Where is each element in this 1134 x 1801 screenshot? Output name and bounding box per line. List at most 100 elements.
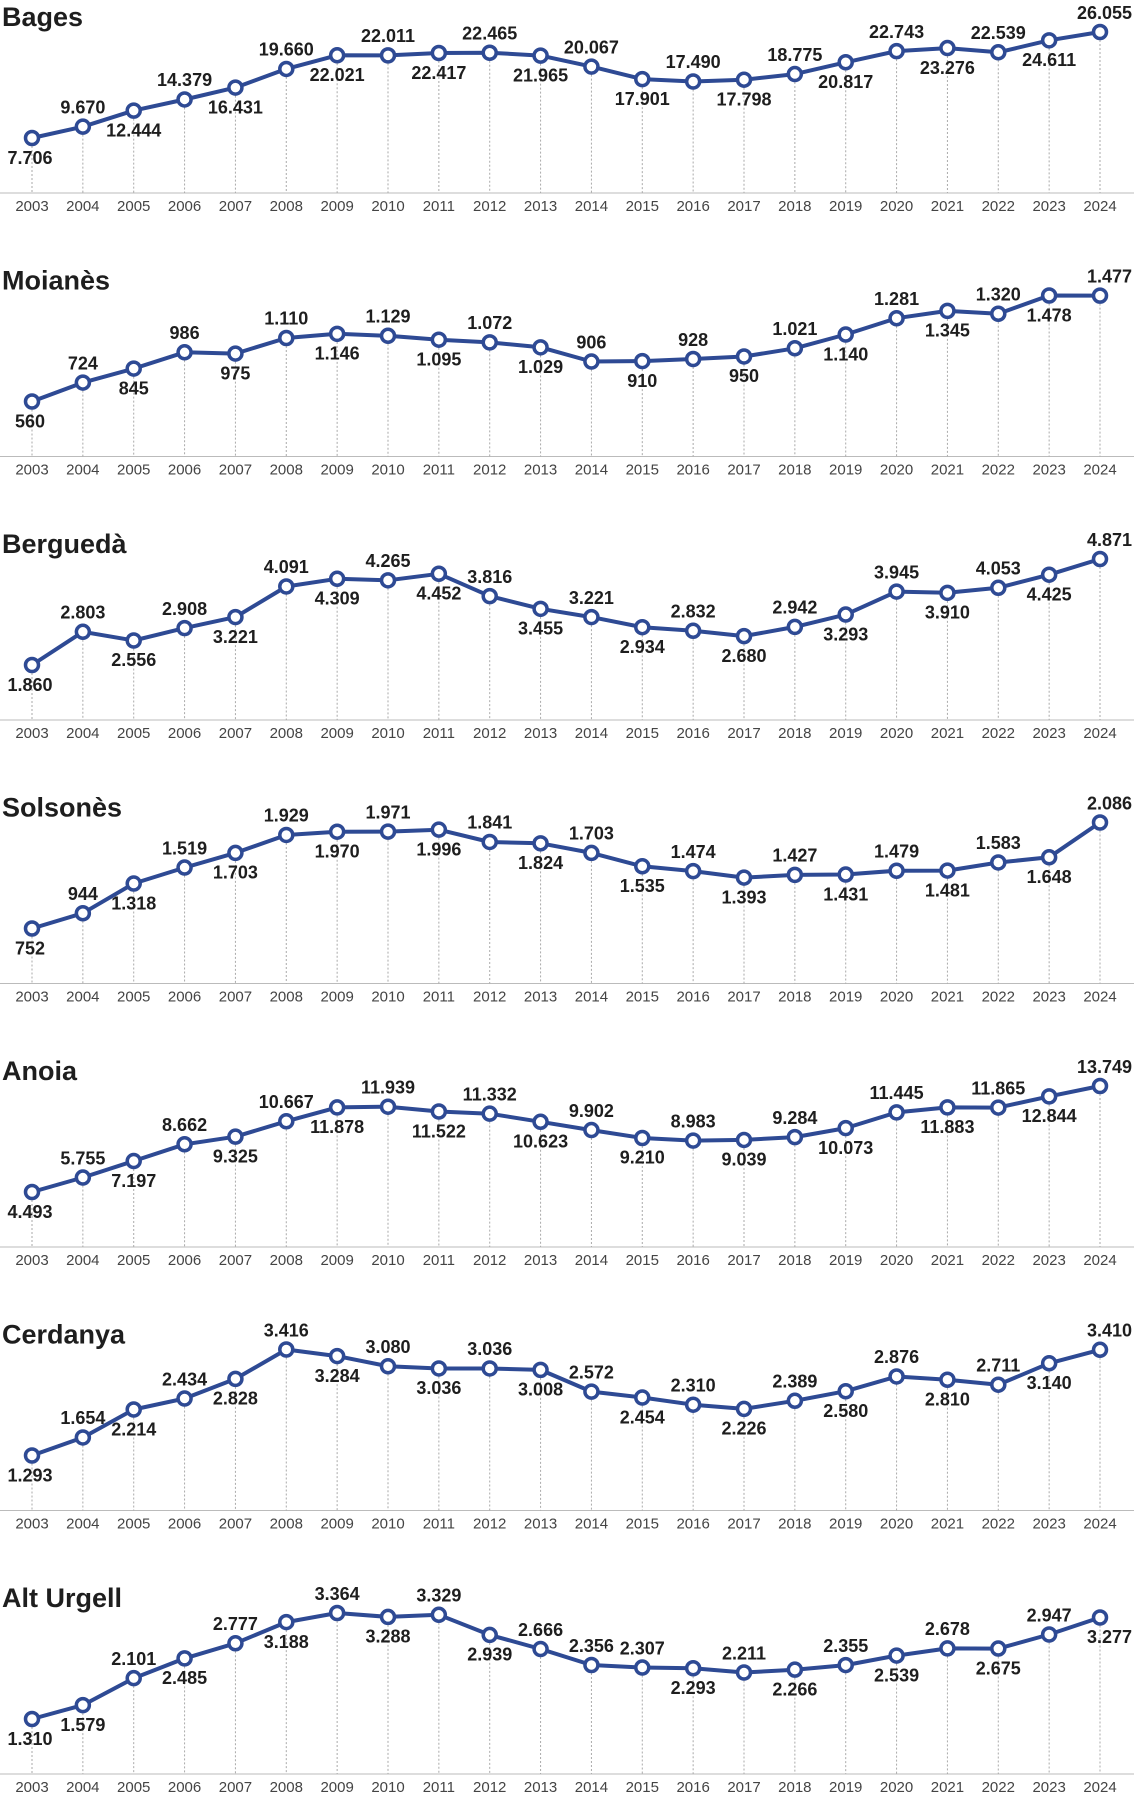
- data-point: [23, 1447, 41, 1464]
- value-label: 1.535: [620, 876, 665, 896]
- year-label: 2009: [320, 988, 353, 1005]
- data-point: [23, 393, 41, 410]
- value-label: 906: [576, 332, 606, 352]
- value-label: 2.803: [60, 603, 105, 623]
- year-label: 2014: [575, 725, 608, 742]
- data-point: [278, 1613, 295, 1631]
- year-label: 2004: [66, 1515, 99, 1532]
- value-label: 4.425: [1027, 584, 1072, 604]
- value-label: 2.454: [620, 1407, 665, 1427]
- chart-title: Bages: [2, 2, 83, 32]
- year-label: 2018: [778, 198, 811, 215]
- value-label: 1.481: [925, 880, 970, 900]
- data-point: [227, 844, 244, 862]
- data-point: [176, 619, 193, 637]
- year-label: 2013: [524, 461, 557, 478]
- year-label: 2015: [626, 1515, 659, 1532]
- data-point: [634, 352, 651, 370]
- year-label: 2003: [15, 1779, 48, 1796]
- year-label: 2020: [880, 1252, 913, 1269]
- value-label: 8.983: [671, 1111, 716, 1131]
- data-point: [837, 1656, 854, 1674]
- year-label: 2003: [15, 988, 48, 1005]
- value-label: 4.053: [976, 559, 1021, 579]
- value-label: 3.293: [823, 624, 868, 644]
- value-label: 3.329: [416, 1586, 461, 1606]
- data-point: [328, 1347, 346, 1365]
- data-point: [837, 606, 854, 623]
- value-label: 20.067: [564, 37, 619, 57]
- year-label: 2019: [829, 1252, 862, 1269]
- value-label: 1.072: [467, 313, 512, 333]
- year-label: 2003: [15, 1515, 48, 1532]
- value-label: 11.522: [412, 1121, 466, 1141]
- data-point: [1040, 1088, 1058, 1105]
- value-label: 2.711: [976, 1355, 1020, 1375]
- year-label: 2014: [575, 1515, 608, 1532]
- data-point: [532, 339, 549, 356]
- data-point: [430, 565, 448, 583]
- value-label: 1.579: [60, 1715, 105, 1735]
- year-label: 2009: [320, 461, 353, 478]
- data-point: [328, 823, 346, 840]
- data-point: [227, 79, 244, 96]
- data-point: [1040, 32, 1058, 49]
- value-label: 1.474: [671, 842, 716, 862]
- year-label: 2005: [117, 461, 150, 478]
- year-label: 2005: [117, 198, 150, 215]
- year-label: 2006: [168, 1515, 201, 1532]
- year-label: 2003: [15, 1252, 48, 1269]
- data-point: [786, 340, 804, 357]
- series-line: [31, 293, 1101, 404]
- data-point: [990, 579, 1007, 597]
- value-label: 2.908: [162, 599, 207, 619]
- year-label: 2012: [473, 1779, 506, 1796]
- value-label: 17.901: [615, 89, 670, 109]
- year-label: 2022: [982, 1779, 1015, 1796]
- value-label: 1.841: [467, 813, 512, 833]
- value-label: 10.073: [818, 1138, 873, 1158]
- data-point: [684, 73, 702, 90]
- data-point: [23, 1183, 41, 1201]
- data-point: [990, 44, 1007, 61]
- value-label: 9.039: [721, 1150, 766, 1170]
- data-point: [227, 1370, 244, 1388]
- data-point: [888, 1104, 905, 1121]
- data-point: [481, 334, 498, 351]
- series-line: [31, 1347, 1101, 1458]
- chart-title: Anoia: [2, 1056, 78, 1086]
- data-point: [379, 1358, 397, 1375]
- value-label: 3.416: [264, 1320, 309, 1340]
- value-label: 944: [68, 884, 98, 904]
- value-label: 11.878: [310, 1117, 364, 1137]
- year-label: 2005: [117, 725, 150, 742]
- value-label: 3.455: [518, 619, 563, 639]
- value-label: 1.129: [365, 307, 410, 327]
- data-point: [1091, 814, 1109, 831]
- data-point: [74, 1169, 92, 1186]
- value-label: 20.817: [818, 72, 873, 92]
- value-label: 7.706: [7, 148, 52, 168]
- data-point: [379, 1608, 397, 1626]
- year-label: 2021: [931, 725, 964, 742]
- value-label: 11.939: [361, 1077, 415, 1097]
- year-label: 2005: [117, 1779, 150, 1796]
- year-label: 2009: [320, 725, 353, 742]
- data-point: [684, 350, 702, 368]
- chart-title: Solsonès: [2, 793, 122, 823]
- value-label: 22.539: [971, 23, 1026, 43]
- year-label: 2020: [880, 461, 913, 478]
- value-label: 24.611: [1022, 50, 1076, 70]
- value-label: 2.211: [722, 1643, 766, 1663]
- data-point: [74, 118, 92, 135]
- data-point: [227, 1635, 244, 1652]
- value-label: 2.485: [162, 1668, 207, 1688]
- year-label: 2008: [270, 198, 303, 215]
- value-label: 9.325: [213, 1146, 258, 1166]
- value-label: 2.828: [213, 1389, 258, 1409]
- value-label: 12.444: [106, 120, 161, 140]
- year-label: 2021: [931, 1515, 964, 1532]
- chart-panel: Solsonès 2003 2004 2005 2006 2007 2008 2009 2010…: [0, 793, 1134, 1005]
- value-label: 9.670: [60, 97, 105, 117]
- value-label: 26.055: [1077, 3, 1132, 23]
